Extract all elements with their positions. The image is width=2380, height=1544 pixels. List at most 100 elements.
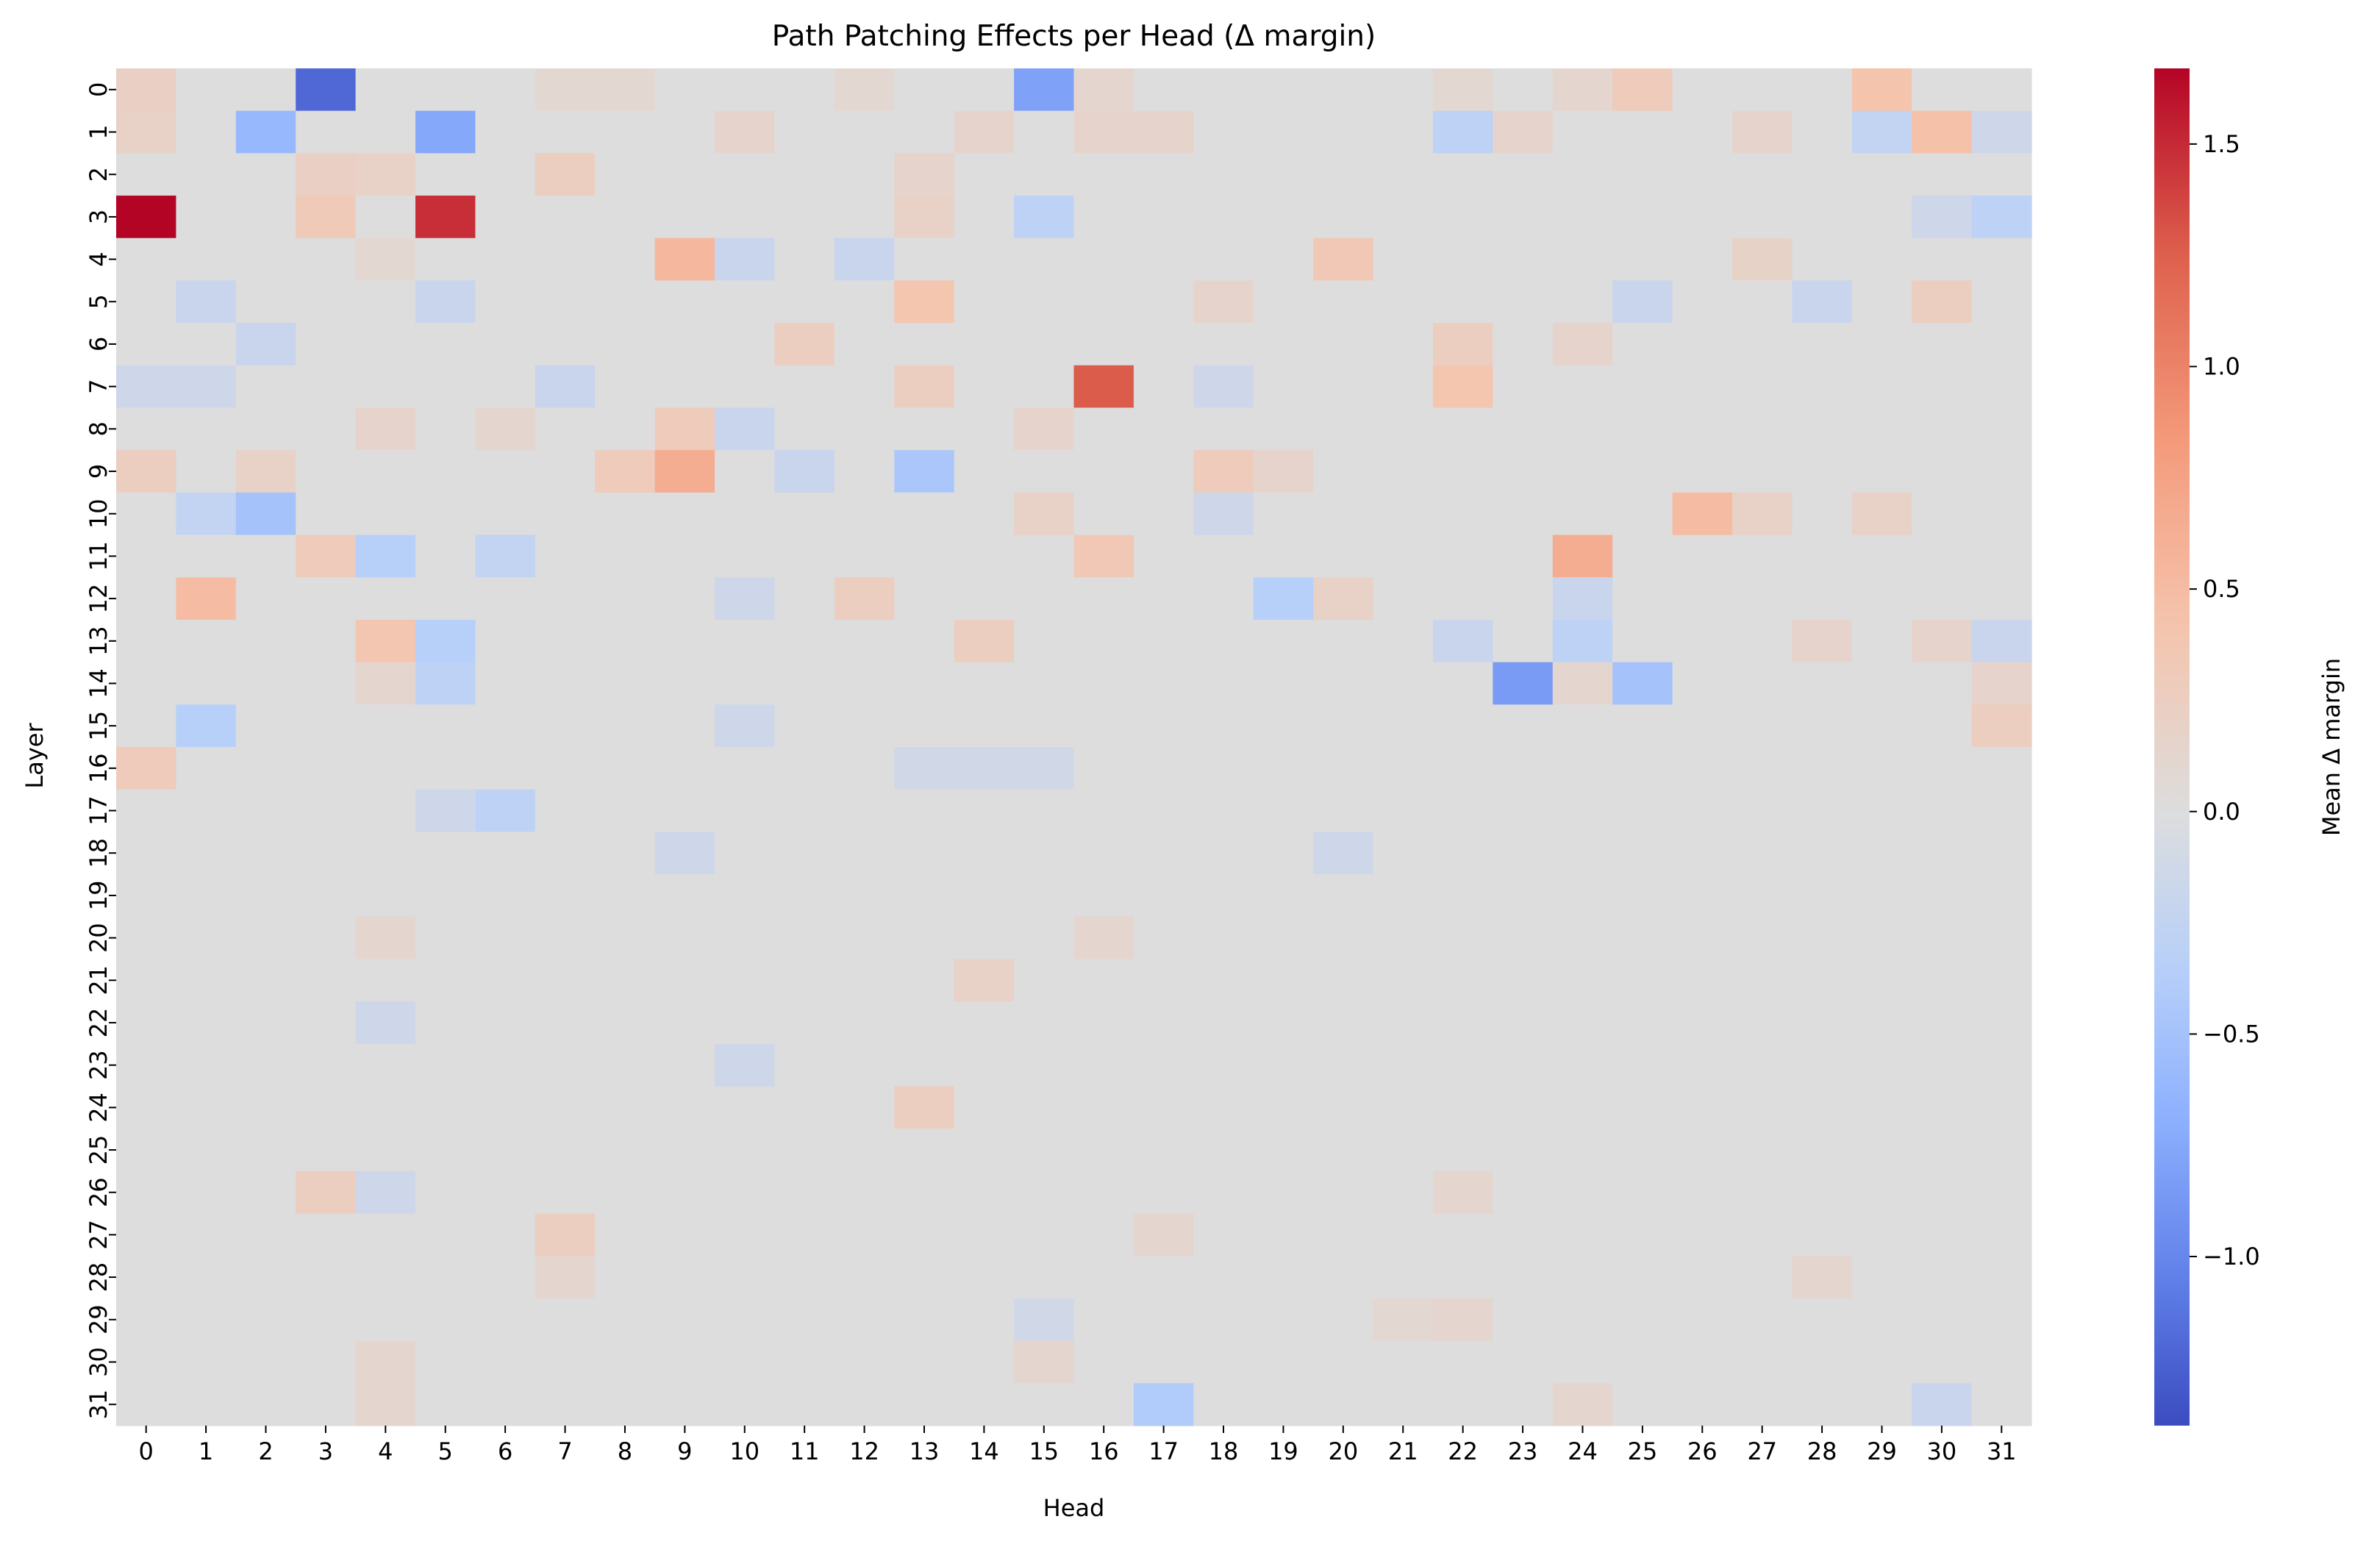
heatmap-cell-l3-h1 [176, 196, 237, 239]
heatmap-cell-l21-h11 [774, 959, 835, 1002]
heatmap-cell-l24-h10 [715, 1086, 776, 1129]
heatmap-cell-l1-h29 [1851, 110, 1912, 154]
heatmap-cell-l26-h20 [1313, 1170, 1374, 1215]
y-tick-label: 13 [85, 626, 112, 656]
heatmap-cell-l13-h27 [1732, 619, 1793, 663]
heatmap-cell-l30-h21 [1373, 1340, 1434, 1384]
heatmap-cell-l16-h6 [475, 747, 536, 790]
heatmap-cell-l5-h3 [296, 280, 357, 324]
heatmap-cell-l30-h29 [1851, 1340, 1912, 1384]
heatmap-cell-l26-h21 [1373, 1170, 1434, 1215]
heatmap-cell-l29-h6 [475, 1298, 536, 1342]
x-tick-label: 0 [139, 1437, 154, 1465]
heatmap-cell-l15-h21 [1373, 704, 1434, 748]
heatmap-cell-l19-h6 [475, 874, 536, 918]
heatmap-cell-l12-h29 [1851, 577, 1912, 621]
heatmap-cell-l27-h28 [1792, 1213, 1853, 1257]
y-tick-label: 19 [85, 881, 112, 911]
colorbar-label: Mean Δ margin [2318, 658, 2345, 836]
heatmap-cell-l11-h1 [176, 535, 237, 578]
heatmap-cell-l10-h26 [1672, 492, 1733, 536]
heatmap-cell-l15-h2 [235, 704, 296, 748]
heatmap-cell-l18-h3 [296, 832, 357, 875]
heatmap-cell-l20-h30 [1912, 916, 1973, 960]
heatmap-cell-l12-h27 [1732, 577, 1793, 621]
heatmap-cell-l21-h21 [1373, 959, 1434, 1002]
y-tick-label: 25 [85, 1135, 112, 1165]
heatmap-cell-l16-h17 [1133, 747, 1194, 790]
heatmap-cell-l22-h11 [774, 1001, 835, 1045]
heatmap-cell-l14-h1 [176, 662, 237, 705]
heatmap-cell-l15-h20 [1313, 704, 1374, 748]
heatmap-cell-l9-h15 [1014, 450, 1075, 493]
heatmap-cell-l11-h7 [535, 535, 596, 578]
heatmap-cell-l14-h21 [1373, 662, 1434, 705]
heatmap-cell-l16-h21 [1373, 747, 1434, 790]
heatmap-cell-l0-h26 [1672, 68, 1733, 112]
heatmap-cell-l18-h4 [355, 832, 416, 875]
y-tick-label: 12 [85, 584, 112, 614]
heatmap-cell-l29-h14 [954, 1298, 1015, 1342]
y-tick-label: 2 [85, 167, 112, 182]
heatmap-cell-l6-h31 [1971, 323, 2032, 366]
heatmap-cell-l17-h23 [1493, 789, 1554, 832]
heatmap-cell-l3-h30 [1912, 196, 1973, 239]
heatmap-cell-l27-h3 [296, 1213, 357, 1257]
heatmap-cell-l21-h9 [654, 959, 715, 1002]
heatmap-cell-l24-h13 [894, 1086, 955, 1129]
heatmap-cell-l25-h10 [715, 1129, 776, 1172]
heatmap-cell-l22-h24 [1552, 1001, 1613, 1045]
heatmap-cell-l17-h10 [715, 789, 776, 832]
heatmap-cell-l14-h12 [834, 662, 895, 705]
heatmap-cell-l24-h7 [535, 1086, 596, 1129]
heatmap-cell-l26-h24 [1552, 1170, 1613, 1215]
heatmap-cell-l31-h25 [1612, 1383, 1673, 1426]
heatmap-cell-l30-h9 [654, 1340, 715, 1384]
heatmap-cell-l8-h14 [954, 407, 1015, 451]
heatmap-cell-l29-h7 [535, 1298, 596, 1342]
heatmap-cell-l8-h2 [235, 407, 296, 451]
heatmap-cell-l31-h27 [1732, 1383, 1793, 1426]
heatmap-cell-l13-h2 [235, 619, 296, 663]
x-tick-label: 12 [849, 1437, 879, 1465]
heatmap-cell-l0-h25 [1612, 68, 1673, 112]
heatmap-cell-l22-h10 [715, 1001, 776, 1045]
heatmap-cell-l1-h15 [1014, 110, 1075, 154]
heatmap-cell-l2-h29 [1851, 153, 1912, 196]
heatmap-cell-l10-h10 [715, 492, 776, 536]
heatmap-cell-l11-h2 [235, 535, 296, 578]
heatmap-cell-l17-h1 [176, 789, 237, 832]
heatmap-cell-l29-h27 [1732, 1298, 1793, 1342]
heatmap-cell-l18-h19 [1253, 832, 1314, 875]
heatmap-cell-l5-h25 [1612, 280, 1673, 324]
heatmap-cell-l21-h1 [176, 959, 237, 1002]
heatmap-cell-l4-h20 [1313, 237, 1374, 282]
heatmap-cell-l14-h7 [535, 662, 596, 705]
heatmap-cell-l0-h30 [1912, 68, 1973, 112]
heatmap-cell-l23-h18 [1193, 1043, 1254, 1087]
heatmap-cell-l15-h7 [535, 704, 596, 748]
heatmap-cell-l22-h15 [1014, 1001, 1075, 1045]
heatmap-cell-l14-h30 [1912, 662, 1973, 705]
heatmap-cell-l13-h0 [116, 619, 177, 663]
heatmap-cell-l7-h16 [1073, 365, 1134, 409]
heatmap-cell-l2-h2 [235, 153, 296, 196]
heatmap-cell-l0-h18 [1193, 68, 1254, 112]
heatmap-cell-l27-h16 [1073, 1213, 1134, 1257]
heatmap-cell-l27-h12 [834, 1213, 895, 1257]
heatmap-cell-l25-h16 [1073, 1129, 1134, 1172]
heatmap-cell-l16-h9 [654, 747, 715, 790]
heatmap-cell-l12-h20 [1313, 577, 1374, 621]
heatmap-cell-l7-h31 [1971, 365, 2032, 409]
heatmap-cell-l25-h1 [176, 1129, 237, 1172]
heatmap-cell-l30-h30 [1912, 1340, 1973, 1384]
heatmap-cell-l17-h18 [1193, 789, 1254, 832]
heatmap-cell-l29-h4 [355, 1298, 416, 1342]
heatmap-cell-l4-h23 [1493, 237, 1554, 282]
y-tick-label: 3 [85, 210, 112, 224]
heatmap-cell-l27-h5 [415, 1213, 476, 1257]
heatmap-cell-l16-h20 [1313, 747, 1374, 790]
y-tick-label: 0 [85, 82, 112, 97]
heatmap-cell-l7-h10 [715, 365, 776, 409]
heatmap-cell-l6-h29 [1851, 323, 1912, 366]
